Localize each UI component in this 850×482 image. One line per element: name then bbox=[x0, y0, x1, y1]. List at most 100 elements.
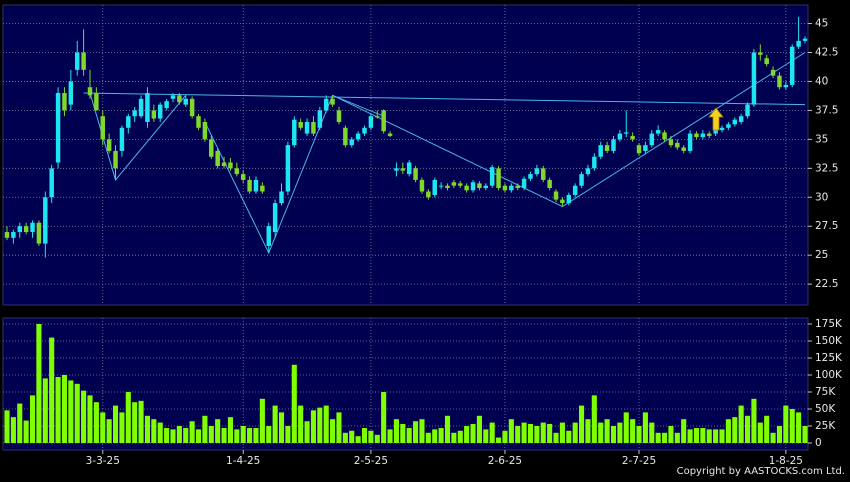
candle-body bbox=[100, 116, 105, 140]
volume-bar bbox=[623, 412, 629, 443]
candle-body bbox=[177, 95, 182, 103]
volume-bar bbox=[725, 419, 731, 443]
candle-body bbox=[783, 84, 789, 88]
candle-body bbox=[572, 185, 578, 195]
candle-body bbox=[687, 133, 693, 151]
candle-body bbox=[636, 145, 642, 154]
volume-bar bbox=[521, 422, 527, 443]
candle-body bbox=[349, 139, 354, 146]
candle-body bbox=[419, 179, 425, 192]
volume-bar bbox=[591, 395, 597, 443]
volume-bar bbox=[757, 422, 763, 443]
volume-bar bbox=[374, 434, 380, 443]
volume-bar bbox=[681, 419, 687, 443]
volume-bar bbox=[719, 429, 725, 443]
candle-body bbox=[240, 174, 246, 180]
candle-body bbox=[521, 178, 527, 189]
candle-body bbox=[387, 133, 393, 136]
candle-body bbox=[202, 121, 208, 140]
y-tick-label: 35 bbox=[815, 133, 828, 145]
candle-body bbox=[560, 199, 565, 204]
candle-body bbox=[489, 167, 495, 186]
candle-body bbox=[668, 139, 674, 146]
candle-body bbox=[209, 139, 214, 157]
candle-body bbox=[477, 183, 482, 189]
candle-body bbox=[624, 132, 629, 134]
volume-bar bbox=[617, 422, 623, 443]
candle-body bbox=[764, 58, 769, 65]
candle-body bbox=[126, 116, 131, 128]
candle-body bbox=[541, 168, 546, 180]
volume-bar bbox=[29, 395, 36, 443]
candle-body bbox=[266, 226, 271, 246]
volume-bar bbox=[515, 425, 521, 443]
candle-body bbox=[458, 183, 463, 186]
volume-bar bbox=[387, 429, 393, 443]
copyright: Copyright by AASTOCKS.com Ltd. bbox=[677, 466, 845, 477]
volume-bar bbox=[585, 419, 591, 443]
volume-bar bbox=[183, 428, 189, 443]
volume-bar bbox=[610, 425, 617, 443]
volume-bar bbox=[291, 364, 297, 443]
volume-bar bbox=[432, 429, 438, 443]
candle-body bbox=[553, 191, 559, 200]
volume-bar bbox=[81, 390, 87, 443]
volume-bar bbox=[419, 419, 425, 443]
candle-body bbox=[738, 116, 744, 122]
volume-bar bbox=[483, 429, 489, 443]
volume-bar bbox=[489, 422, 495, 443]
volume-bar bbox=[413, 421, 419, 443]
volume-bar bbox=[42, 378, 48, 443]
candle-body bbox=[253, 179, 259, 192]
y-tick-label: 27.5 bbox=[815, 220, 838, 232]
candle-body bbox=[62, 93, 67, 111]
y-tick-label: 100K bbox=[815, 369, 843, 381]
volume-bar bbox=[298, 405, 304, 443]
candle-body bbox=[758, 52, 763, 55]
candle-body bbox=[151, 110, 157, 119]
volume-bar bbox=[215, 419, 221, 443]
volume-bar bbox=[687, 429, 693, 443]
volume-bar bbox=[406, 428, 412, 443]
volume-bar bbox=[74, 383, 80, 443]
candle-body bbox=[617, 133, 623, 140]
candle-body bbox=[189, 98, 195, 117]
candle-body bbox=[777, 75, 782, 88]
volume-bar bbox=[323, 405, 329, 443]
volume-bar bbox=[259, 398, 265, 443]
candle-body bbox=[796, 40, 801, 47]
candle-body bbox=[336, 110, 342, 122]
volume-bar bbox=[553, 432, 559, 443]
volume-bar bbox=[381, 391, 387, 443]
candle-body bbox=[675, 142, 680, 148]
candle-body bbox=[272, 203, 278, 233]
candle-body bbox=[87, 87, 93, 96]
volume-bar bbox=[732, 417, 738, 443]
volume-bar bbox=[604, 419, 610, 443]
volume-bar bbox=[661, 432, 668, 443]
candle-body bbox=[279, 191, 284, 204]
volume-bar bbox=[49, 337, 55, 443]
volume-bar bbox=[208, 425, 214, 443]
volume-bar bbox=[310, 410, 316, 443]
trendline bbox=[83, 92, 806, 106]
candle-body bbox=[317, 110, 323, 128]
y-tick-label: 25K bbox=[815, 420, 836, 432]
candle-body bbox=[655, 130, 661, 134]
volume-bar bbox=[559, 422, 565, 443]
volume-bar bbox=[502, 430, 508, 443]
volume-bar bbox=[400, 423, 406, 443]
volume-bar bbox=[266, 425, 272, 443]
candle-body bbox=[311, 121, 316, 134]
candle-body bbox=[228, 162, 233, 169]
volume-bar bbox=[304, 421, 310, 443]
candle-body bbox=[662, 132, 667, 140]
volume-bar bbox=[272, 405, 278, 443]
candle-body bbox=[285, 145, 291, 192]
volume-bar bbox=[144, 415, 151, 443]
candle-body bbox=[164, 101, 169, 109]
candle-body bbox=[23, 226, 29, 233]
volume-bar bbox=[195, 429, 202, 443]
volume-bar bbox=[4, 410, 10, 443]
candle-body bbox=[502, 185, 508, 191]
